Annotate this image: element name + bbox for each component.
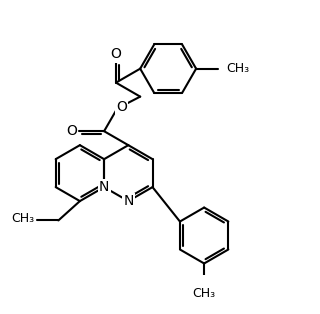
Text: N: N [99,180,109,194]
Text: CH₃: CH₃ [193,287,216,300]
Text: O: O [116,100,127,114]
Text: N: N [123,194,133,208]
Text: O: O [66,124,77,138]
Text: O: O [110,47,121,62]
Text: CH₃: CH₃ [12,212,35,225]
Text: CH₃: CH₃ [226,62,249,75]
